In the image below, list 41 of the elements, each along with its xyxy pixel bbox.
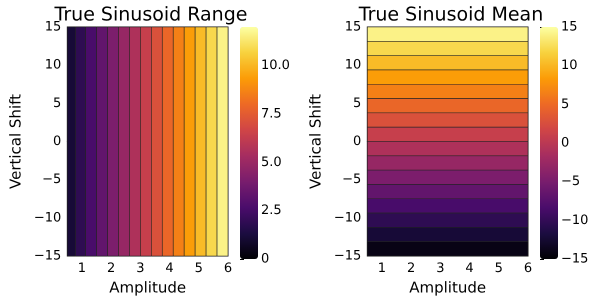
y-tick-label: 0 xyxy=(353,134,362,149)
color-bar-label: 2.5 xyxy=(261,203,282,218)
x-tick-label: 2 xyxy=(107,261,116,276)
y-axis-title: Vertical Shift xyxy=(6,94,24,190)
y-tick-label: 15 xyxy=(344,20,362,34)
y-tick-label: −10 xyxy=(334,210,362,226)
x-tick-label: 5 xyxy=(194,261,203,276)
x-tick-label: 4 xyxy=(465,261,474,276)
y-tick-label: 10 xyxy=(344,58,362,73)
y-tick-label: 10 xyxy=(44,58,62,73)
color-bar-label: 10 xyxy=(561,58,578,74)
x-tick-label: 5 xyxy=(494,261,503,276)
color-bar-label: 5 xyxy=(561,96,570,112)
x-tick-label: 2 xyxy=(407,261,416,276)
y-tick-label: −15 xyxy=(34,248,62,264)
color-bar-label: 15 xyxy=(561,20,578,34)
color-bar-label: −10 xyxy=(561,212,588,228)
color-bar-label: 10.0 xyxy=(261,58,290,74)
color-bar-label: 0 xyxy=(561,136,570,150)
x-tick-label: 3 xyxy=(136,261,145,276)
x-tick-label: 1 xyxy=(378,261,386,276)
x-axis-title: Amplitude xyxy=(109,278,186,296)
y-tick-label: 5 xyxy=(353,96,362,111)
x-tick-label: 6 xyxy=(224,261,232,276)
x-tick-label: 3 xyxy=(436,261,445,276)
y-tick-label: −5 xyxy=(42,172,62,188)
color-bar-label: −5 xyxy=(561,174,580,190)
color-bar-label: 5.0 xyxy=(261,154,282,170)
x-tick-label: 6 xyxy=(524,261,532,276)
y-tick-label: −10 xyxy=(34,210,62,226)
x-axis-title: Amplitude xyxy=(409,278,486,296)
color-bar-label: 0 xyxy=(261,252,270,266)
y-axis-title: Vertical Shift xyxy=(306,94,324,190)
y-tick-label: −5 xyxy=(342,172,362,188)
y-tick-label: 0 xyxy=(53,134,62,149)
y-tick-label: −15 xyxy=(334,248,362,264)
color-bar-label: −15 xyxy=(561,252,588,266)
x-tick-label: 1 xyxy=(78,261,86,276)
color-bar-label: 7.5 xyxy=(261,106,282,122)
x-tick-label: 4 xyxy=(165,261,174,276)
y-tick-label: 5 xyxy=(53,96,62,111)
